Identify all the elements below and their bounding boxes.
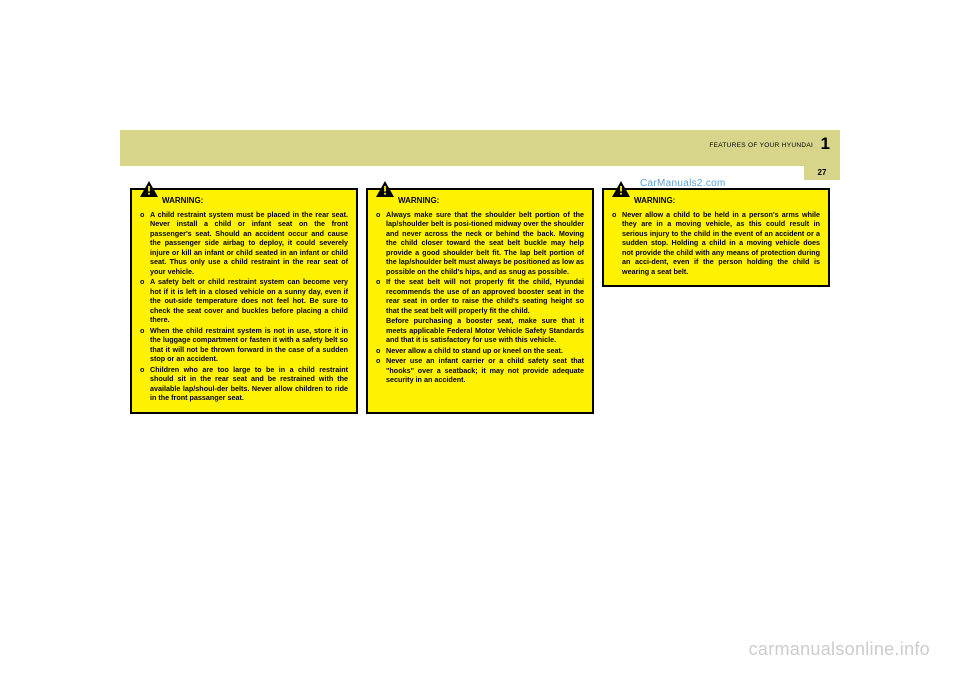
warning-box-3: WARNING: oNever allow a child to be held… (602, 188, 830, 287)
manual-page: FEATURES OF YOUR HYUNDAI 1 27 WARNING: o… (120, 130, 840, 512)
list-item: oA child restraint system must be placed… (140, 210, 348, 277)
warning-icon (140, 181, 158, 197)
chapter-number: 1 (821, 134, 830, 154)
list-item: oNever allow a child to be held in a per… (612, 210, 820, 277)
warning-heading: WARNING: (634, 196, 820, 207)
list-item: Before purchasing a booster seat, make s… (376, 316, 584, 345)
warning-heading: WARNING: (398, 196, 584, 207)
list-item: oWhen the child restraint system is not … (140, 326, 348, 364)
page-number: 27 (804, 166, 840, 180)
list-item: oNever allow a child to stand up or knee… (376, 346, 584, 356)
warning-box-2: WARNING: oAlways make sure that the shou… (366, 188, 594, 414)
warning-list: oA child restraint system must be placed… (140, 210, 348, 403)
list-item: oChildren who are too large to be in a c… (140, 365, 348, 403)
warning-icon (612, 181, 630, 197)
list-item: oIf the seat belt will not properly fit … (376, 277, 584, 315)
warning-heading: WARNING: (162, 196, 348, 207)
content-columns: WARNING: oA child restraint system must … (120, 166, 840, 414)
warning-list: oNever allow a child to be held in a per… (612, 210, 820, 277)
warning-list: oAlways make sure that the shoulder belt… (376, 210, 584, 385)
header-right: FEATURES OF YOUR HYUNDAI 1 (709, 134, 830, 154)
section-title: FEATURES OF YOUR HYUNDAI (709, 142, 813, 149)
list-item: oA safety belt or child restraint system… (140, 277, 348, 325)
header-band: FEATURES OF YOUR HYUNDAI 1 (120, 130, 840, 166)
list-item: oNever use an infant carrier or a child … (376, 356, 584, 385)
watermark-bottom: carmanualsonline.info (749, 639, 930, 660)
list-item: oAlways make sure that the shoulder belt… (376, 210, 584, 277)
warning-box-1: WARNING: oA child restraint system must … (130, 188, 358, 414)
warning-icon (376, 181, 394, 197)
